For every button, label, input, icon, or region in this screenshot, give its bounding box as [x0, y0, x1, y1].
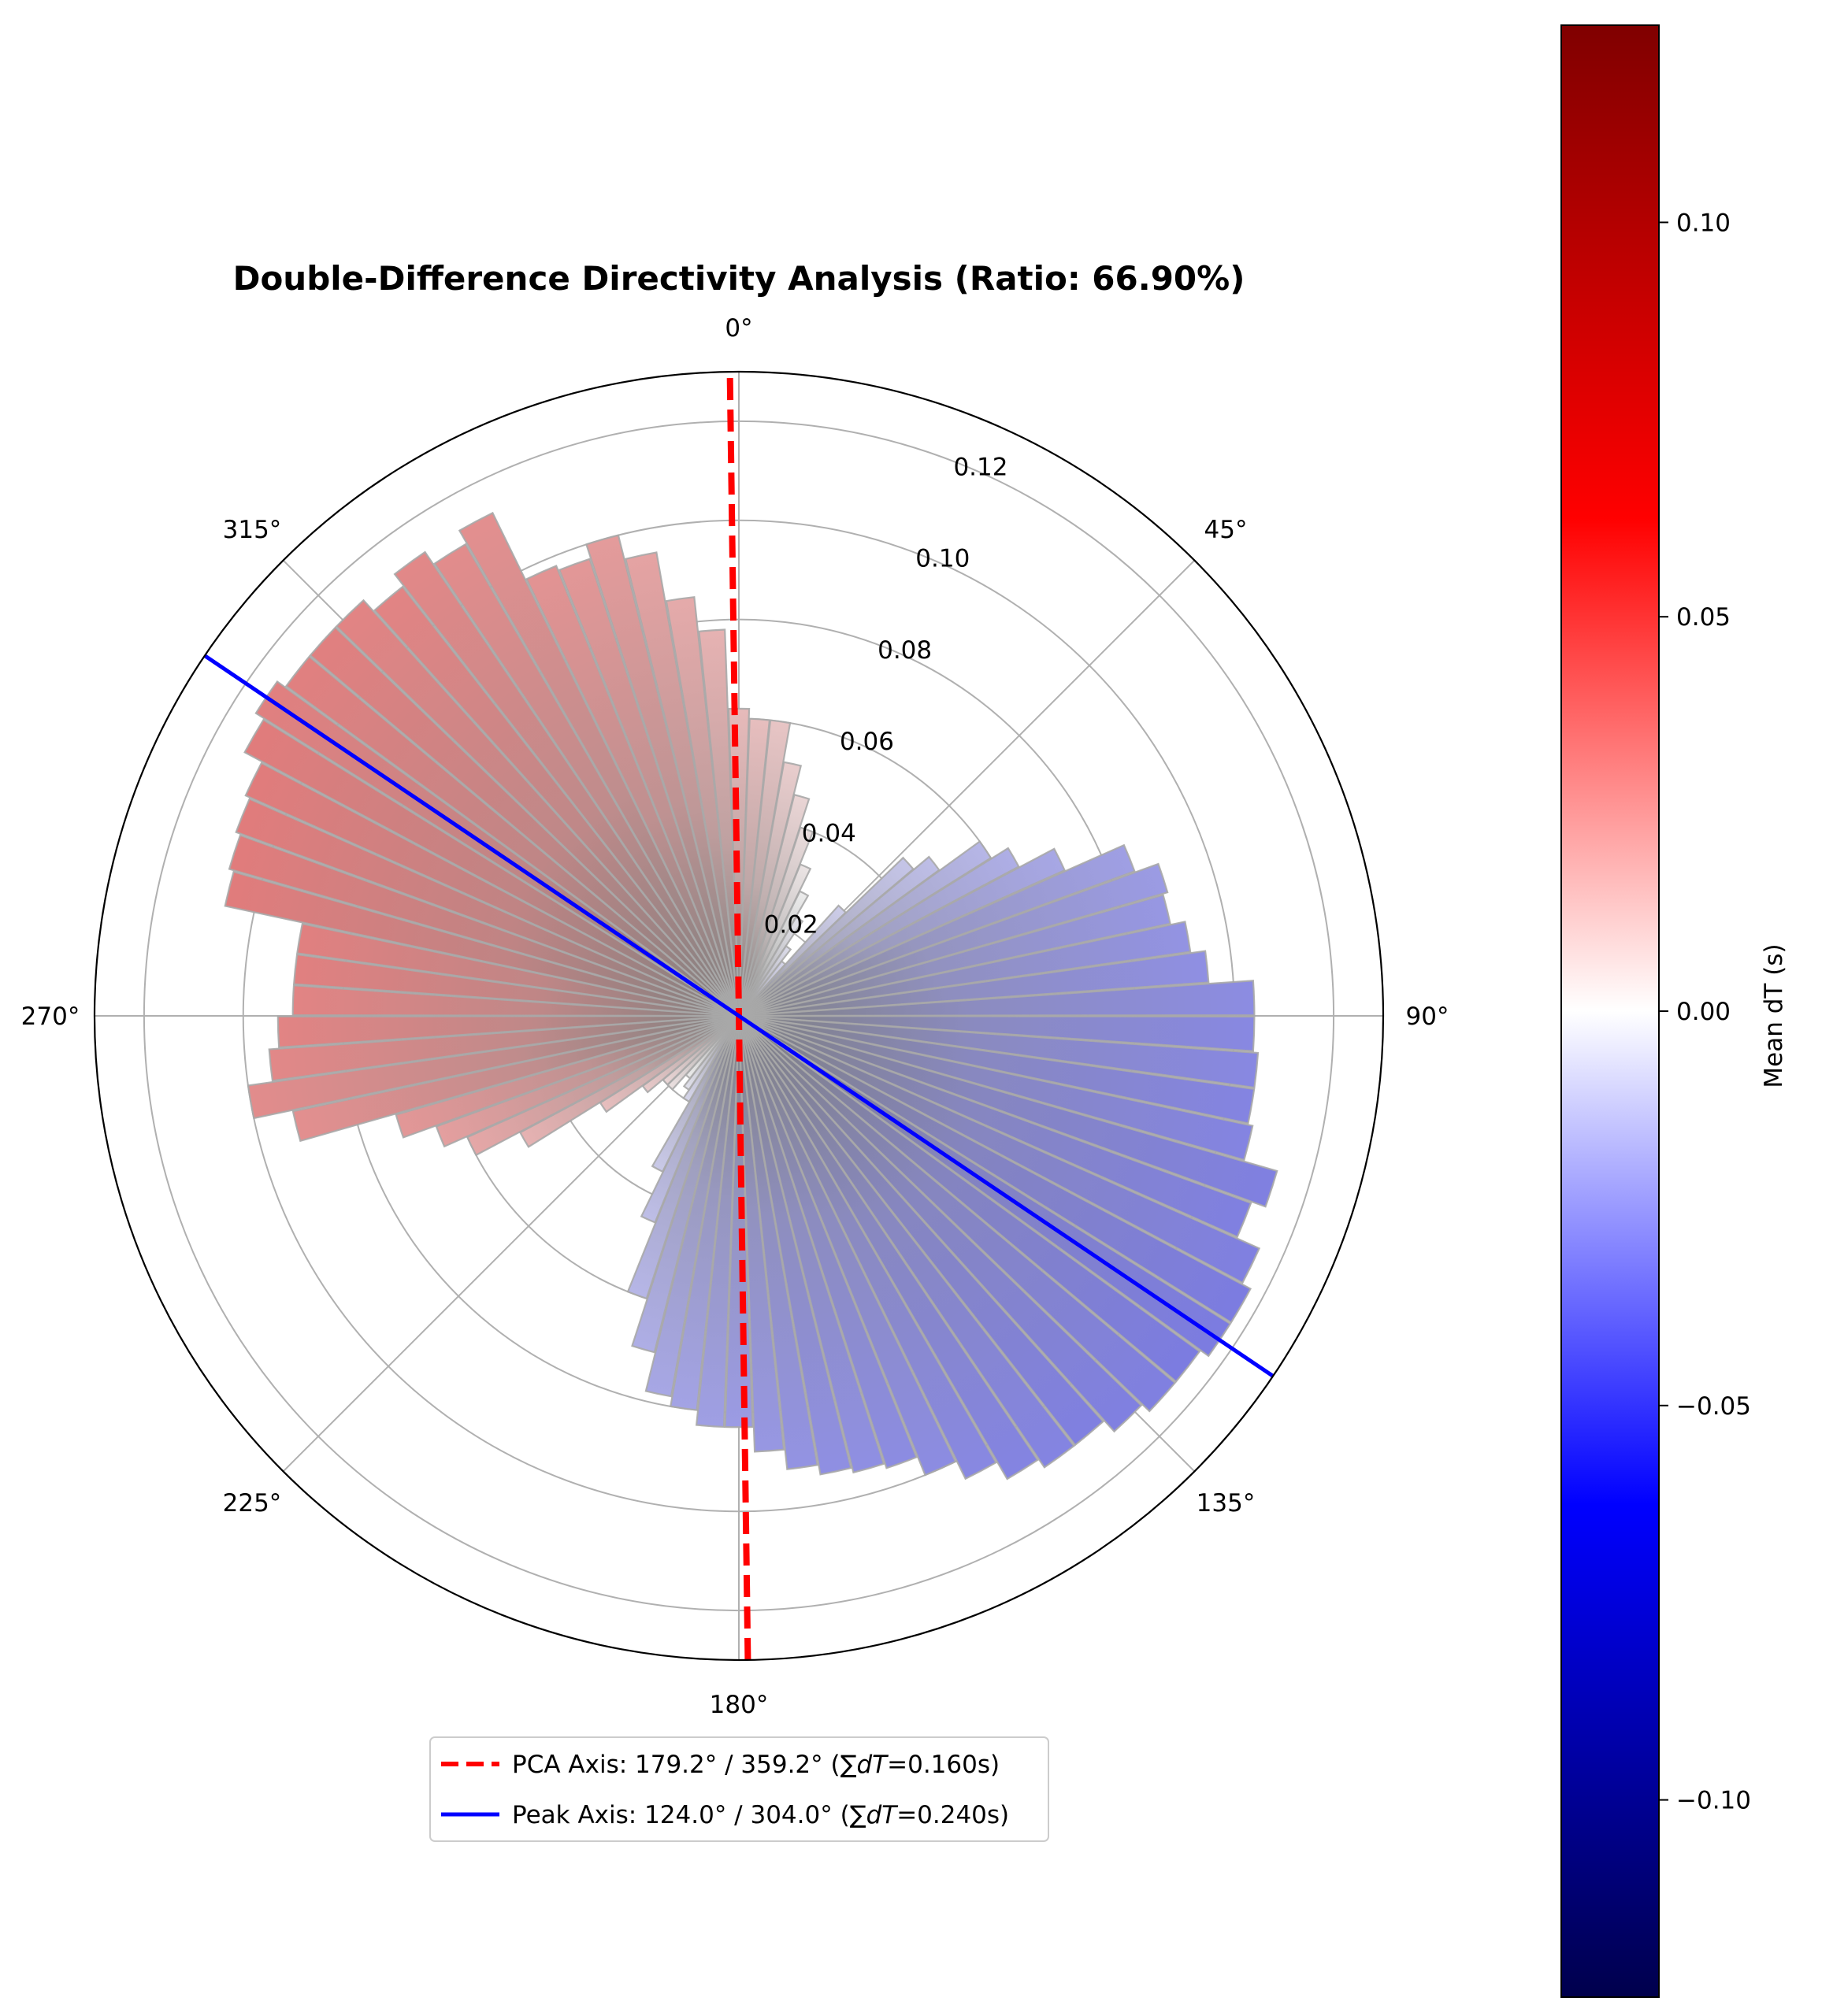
legend-peak-label-suffix: =0.240s) — [896, 1801, 1009, 1829]
colorbar-label: Mean dT (s) — [1760, 943, 1788, 1088]
r-label-2: 0.06 — [840, 728, 894, 756]
r-label-0: 0.02 — [764, 911, 818, 939]
polar-bar — [393, 550, 740, 1017]
r-label-1: 0.04 — [802, 819, 856, 847]
polar-bar — [738, 980, 1256, 1017]
colorbar-tick-label: −0.05 — [1676, 1392, 1751, 1421]
legend-frame — [429, 1736, 1049, 1842]
legend-pca-label-math: dT — [857, 1751, 889, 1779]
legend-pca-label: PCA Axis: 179.2° / 359.2° (∑dT=0.160s) — [512, 1751, 1000, 1779]
polar-bar — [738, 1015, 1252, 1324]
polar-bar — [738, 847, 1020, 1017]
legend-peak-label-math: dT — [866, 1801, 899, 1829]
theta-label-225: 225° — [223, 1489, 282, 1518]
legend-peak-label: Peak Axis: 124.0° / 304.0° (∑dT=0.240s) — [512, 1801, 1009, 1829]
polar-bar — [373, 585, 740, 1017]
polar-bar — [224, 870, 740, 1017]
polar-bar — [738, 1015, 1177, 1413]
polar-bar — [738, 921, 1192, 1017]
theta-label-135: 135° — [1197, 1489, 1256, 1518]
polar-bar — [738, 894, 1171, 1017]
colorbar-tick-label: 0.00 — [1676, 998, 1731, 1026]
peak-axis-line — [203, 654, 1275, 1378]
polar-bar — [291, 1014, 740, 1143]
polar-bar — [624, 551, 740, 1017]
polar-bar — [335, 598, 740, 1017]
theta-labels: 0° 45° 90° 135° 180° 225° 270° 315° — [21, 314, 1449, 1719]
axis-lines-layer — [203, 372, 1275, 1660]
polar-bar — [228, 834, 740, 1017]
polar-bar — [738, 950, 1210, 1017]
polar-bar — [525, 565, 740, 1017]
polar-bar — [244, 762, 740, 1017]
polar-bar — [665, 595, 740, 1017]
legend-pca-label-prefix: PCA Axis: 179.2° / 359.2° (∑ — [512, 1751, 857, 1779]
r-label-3: 0.08 — [878, 636, 932, 665]
legend: PCA Axis: 179.2° / 359.2° (∑dT=0.160s) P… — [429, 1736, 1049, 1842]
colorbar-tick-label: 0.10 — [1676, 209, 1731, 237]
polar-bar — [558, 558, 740, 1017]
polar-bar — [737, 1015, 885, 1474]
theta-label-180: 180° — [710, 1691, 769, 1719]
polar-bar — [738, 1015, 1143, 1433]
polar-bar — [284, 655, 740, 1017]
bars-layer — [224, 511, 1278, 1480]
polar-frame — [93, 370, 1385, 1662]
polar-bar — [585, 534, 740, 1017]
polar-bar — [737, 1015, 957, 1477]
polar-bar — [738, 1015, 997, 1480]
polar-bar — [738, 1014, 1252, 1239]
polar-bar — [435, 1014, 740, 1148]
colorbar: 0.10 0.05 0.00 −0.05 −0.10 Mean dT (s) — [1560, 24, 1788, 1998]
theta-label-315: 315° — [223, 516, 282, 544]
theta-label-270: 270° — [21, 1002, 80, 1031]
polar-bar — [395, 1014, 740, 1139]
legend-pca-label-suffix: =0.160s) — [887, 1751, 1000, 1779]
polar-bar — [737, 1015, 918, 1469]
polar-bar — [738, 1014, 1254, 1162]
polar-bar — [458, 511, 740, 1017]
polar-bar — [737, 1015, 819, 1470]
grid-spoke-225 — [282, 1015, 740, 1473]
colorbar-ticks: 0.10 0.05 0.00 −0.05 −0.10 — [1659, 209, 1751, 1815]
polar-bar — [738, 843, 1136, 1017]
polar-bar — [235, 798, 740, 1017]
polar-bar — [737, 1015, 852, 1476]
polar-bar — [737, 1015, 785, 1453]
r-labels: 0.02 0.04 0.06 0.08 0.10 0.12 — [764, 453, 1008, 939]
colorbar-gradient — [1560, 24, 1660, 1998]
polar-bar — [276, 1014, 740, 1049]
colorbar-tick-label: 0.05 — [1676, 603, 1731, 632]
polar-bar — [738, 847, 1067, 1017]
polar-bar — [433, 543, 740, 1017]
polar-bar — [738, 1015, 1039, 1480]
polar-bar — [738, 1014, 1261, 1284]
polar-bar — [738, 862, 1169, 1017]
polar-bar — [247, 1014, 740, 1120]
colorbar-tick-label: −0.10 — [1676, 1787, 1751, 1815]
polar-bar — [309, 626, 740, 1017]
theta-label-90: 90° — [1406, 1002, 1449, 1031]
polar-bar — [243, 718, 740, 1017]
polar-bar — [738, 1015, 1075, 1469]
theta-label-0: 0° — [725, 314, 752, 343]
chart-title: Double-Difference Directivity Analysis (… — [233, 259, 1245, 298]
polar-bar — [698, 628, 740, 1017]
r-label-4: 0.10 — [915, 545, 970, 573]
polar-bar — [738, 1014, 1278, 1208]
polar-bar — [268, 1014, 740, 1082]
legend-peak-label-prefix: Peak Axis: 124.0° / 304.0° (∑ — [512, 1801, 866, 1829]
polar-bar — [738, 1015, 1104, 1447]
theta-label-45: 45° — [1204, 516, 1248, 544]
r-label-5: 0.12 — [953, 453, 1007, 481]
polar-bar — [738, 1015, 1201, 1383]
